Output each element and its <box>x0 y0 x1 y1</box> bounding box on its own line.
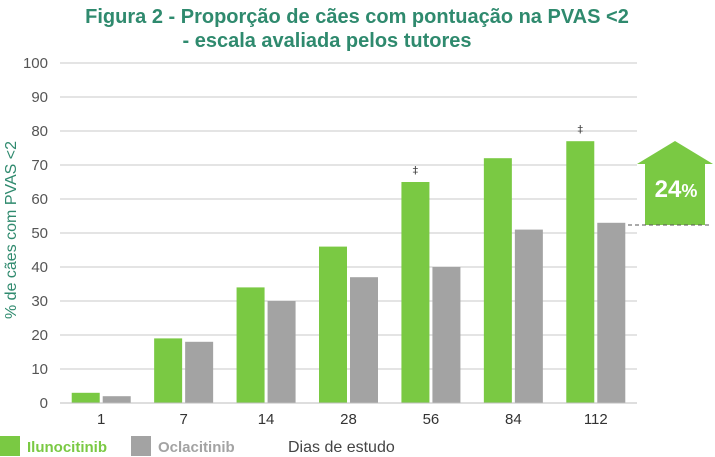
chart-title-line-2: - escala avaliada pelos tutores <box>182 30 471 52</box>
y-tick-label-20: 20 <box>31 327 48 344</box>
x-tick-label-7: 7 <box>179 411 187 428</box>
y-tick-label-0: 0 <box>40 395 48 412</box>
y-tick-label-90: 90 <box>31 89 48 106</box>
x-tick-label-14: 14 <box>258 411 275 428</box>
y-tick-label-50: 50 <box>31 225 48 242</box>
gridlines <box>60 62 637 370</box>
bar-ilunocitinib-day-112 <box>566 141 595 403</box>
y-tick-label-100: 100 <box>23 55 48 72</box>
y-tick-label-70: 70 <box>31 157 48 174</box>
callout-unit: % <box>681 181 697 201</box>
x-axis-ticks: 1 7 14 28 56 84 112 <box>97 411 608 428</box>
bar-ilunocitinib-day-84 <box>483 158 512 403</box>
x-tick-label-1: 1 <box>97 411 105 428</box>
callout-value: 24 <box>655 176 682 203</box>
bar-oclacitinib-day-56 <box>432 267 461 403</box>
legend-label-oclacitinib: Oclacitinib <box>158 439 235 456</box>
legend-label-ilunocitinib: Ilunocitinib <box>27 439 107 456</box>
bar-oclacitinib-day-7 <box>185 341 214 403</box>
bar-oclacitinib-day-14 <box>267 301 296 403</box>
legend-swatch-ilunocitinib <box>0 436 20 456</box>
y-axis-ticks: 0 10 20 30 40 50 60 70 80 90 100 <box>23 55 48 412</box>
bar-oclacitinib-day-1 <box>102 396 131 403</box>
bar-oclacitinib-day-28 <box>350 277 378 403</box>
x-tick-label-84: 84 <box>505 411 522 428</box>
significance-marker-day-56: ‡ <box>413 164 419 177</box>
bar-ilunocitinib-day-28 <box>319 246 347 403</box>
y-tick-label-40: 40 <box>31 259 48 276</box>
y-tick-label-60: 60 <box>31 191 48 208</box>
significance-markers: ‡‡ <box>413 123 584 177</box>
y-tick-label-80: 80 <box>31 123 48 140</box>
bar-ilunocitinib-day-7 <box>154 338 183 403</box>
bars <box>71 141 626 403</box>
y-tick-label-30: 30 <box>31 293 48 310</box>
significance-marker-day-112: ‡ <box>578 123 584 136</box>
x-tick-label-28: 28 <box>340 411 357 428</box>
callout-label: 24% <box>655 176 698 203</box>
bar-ilunocitinib-day-56 <box>401 182 430 403</box>
y-axis-label: % de cães com PVAS <2 <box>3 141 20 319</box>
legend: Ilunocitinib Oclacitinib Dias de estudo <box>0 436 395 456</box>
legend-swatch-oclacitinib <box>131 436 151 456</box>
bar-ilunocitinib-day-1 <box>71 392 100 403</box>
bar-oclacitinib-day-112 <box>597 222 626 403</box>
y-tick-label-10: 10 <box>31 361 48 378</box>
bar-ilunocitinib-day-14 <box>236 287 265 403</box>
chart-title-line-1: Figura 2 - Proporção de cães com pontuaç… <box>85 6 629 28</box>
callout-arrow-shape <box>637 141 713 225</box>
bar-oclacitinib-day-84 <box>514 229 543 403</box>
difference-callout: 24% <box>628 141 713 226</box>
x-axis-label: Dias de estudo <box>288 439 395 456</box>
x-tick-label-112: 112 <box>584 411 608 428</box>
x-tick-label-56: 56 <box>423 411 440 428</box>
